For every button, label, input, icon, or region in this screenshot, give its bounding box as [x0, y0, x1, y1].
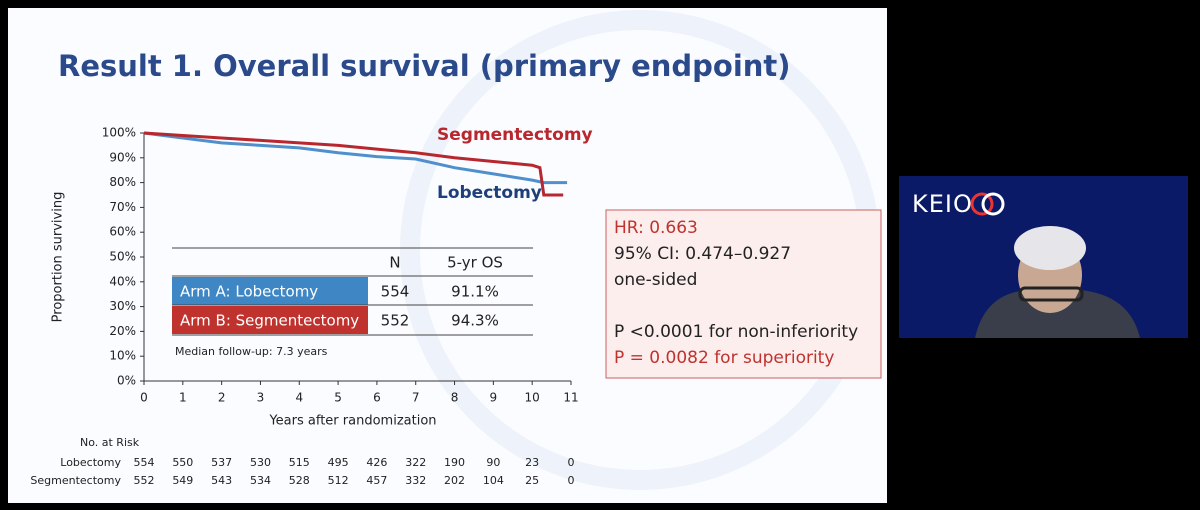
risk-count: 190 — [444, 456, 465, 469]
x-tick-label: 6 — [373, 391, 381, 405]
risk-table: No. at Risk Lobectomy 554 550 537 530 515 495 4… — [30, 436, 574, 487]
risk-count: 90 — [486, 456, 500, 469]
risk-count: 550 — [172, 456, 193, 469]
y-axis-label: Proportion surviving — [51, 192, 66, 323]
risk-count: 543 — [211, 474, 232, 487]
y-tick-label: 70% — [109, 200, 136, 214]
risk-count: 202 — [444, 474, 465, 487]
table-header: N — [389, 254, 400, 272]
table-cell: 94.3% — [451, 312, 499, 330]
risk-count: 104 — [483, 474, 504, 487]
y-tick-label: 0% — [117, 374, 136, 388]
row-swatch — [172, 306, 368, 334]
risk-count: 0 — [568, 474, 575, 487]
table-cell: 552 — [381, 312, 410, 330]
y-tick-label: 50% — [109, 250, 136, 264]
stats-line: one-sided — [614, 270, 697, 290]
risk-row-label: Segmentectomy — [30, 474, 121, 487]
table-cell: 554 — [381, 283, 410, 301]
y-tick-label: 40% — [109, 274, 136, 288]
x-tick-label: 7 — [412, 391, 420, 405]
table-cell: 91.1% — [451, 283, 499, 301]
y-tick-label: 60% — [109, 225, 136, 239]
survival-curve — [143, 131, 568, 185]
y-tick-label: 80% — [109, 175, 136, 189]
risk-count: 495 — [328, 456, 349, 469]
x-tick-label: 3 — [257, 391, 265, 405]
stats-line: P = 0.0082 for superiority — [614, 348, 834, 368]
stats-line: HR: 0.663 — [614, 218, 698, 238]
y-tick-label: 30% — [109, 299, 136, 313]
person-glasses — [1018, 286, 1084, 302]
row-swatch — [172, 277, 368, 305]
risk-count: 322 — [405, 456, 426, 469]
table-cell: Arm A: Lobectomy — [180, 283, 318, 301]
risk-count: 512 — [328, 474, 349, 487]
stats-line: 95% CI: 0.474–0.927 — [614, 244, 791, 264]
x-tick-label: 4 — [295, 391, 303, 405]
risk-count: 25 — [525, 474, 539, 487]
risk-count: 530 — [250, 456, 271, 469]
risk-count: 537 — [211, 456, 232, 469]
x-tick-label: 8 — [451, 391, 459, 405]
risk-count: 554 — [134, 456, 155, 469]
risk-count: 515 — [289, 456, 310, 469]
person-hair — [1014, 226, 1086, 270]
person-body — [975, 290, 1140, 338]
y-tick-label: 20% — [109, 324, 136, 338]
risk-count: 552 — [134, 474, 155, 487]
risk-row-label: Lobectomy — [60, 456, 121, 469]
risk-count: 528 — [289, 474, 310, 487]
x-tick-label: 0 — [140, 391, 148, 405]
risk-count: 457 — [366, 474, 387, 487]
x-tick-label: 11 — [563, 391, 578, 405]
logo-ring — [970, 192, 994, 216]
table-header: 5-yr OS — [447, 254, 503, 272]
slide-title: Result 1. Overall survival (primary endp… — [58, 49, 791, 83]
risk-count: 549 — [172, 474, 193, 487]
table-cell: Arm B: Segmentectomy — [180, 312, 359, 330]
risk-count: 332 — [405, 474, 426, 487]
risk-title: No. at Risk — [80, 436, 140, 449]
y-tick-label: 10% — [109, 349, 136, 363]
table-note: Median follow-up: 7.3 years — [175, 345, 328, 358]
risk-count: 534 — [250, 474, 271, 487]
risk-count: 0 — [568, 456, 575, 469]
logo-ring — [981, 192, 1005, 216]
risk-count: 426 — [366, 456, 387, 469]
x-tick-label: 5 — [334, 391, 342, 405]
series-label: Segmentectomy — [437, 125, 593, 145]
y-tick-label: 100% — [102, 126, 136, 140]
x-tick-label: 9 — [490, 391, 498, 405]
stats-box — [605, 209, 882, 379]
stats-line: P <0.0001 for non-inferiority — [614, 322, 858, 342]
chart: Proportion surviving Years after randomi… — [51, 125, 593, 429]
logo: KEIO — [912, 190, 973, 218]
x-tick-label: 10 — [525, 391, 540, 405]
series-label: Lobectomy — [437, 183, 542, 203]
x-axis-label: Years after randomization — [268, 414, 436, 429]
survival-curve — [143, 131, 564, 197]
risk-count: 23 — [525, 456, 539, 469]
x-tick-label: 1 — [179, 391, 187, 405]
y-tick-label: 90% — [109, 150, 136, 164]
x-tick-label: 2 — [218, 391, 226, 405]
